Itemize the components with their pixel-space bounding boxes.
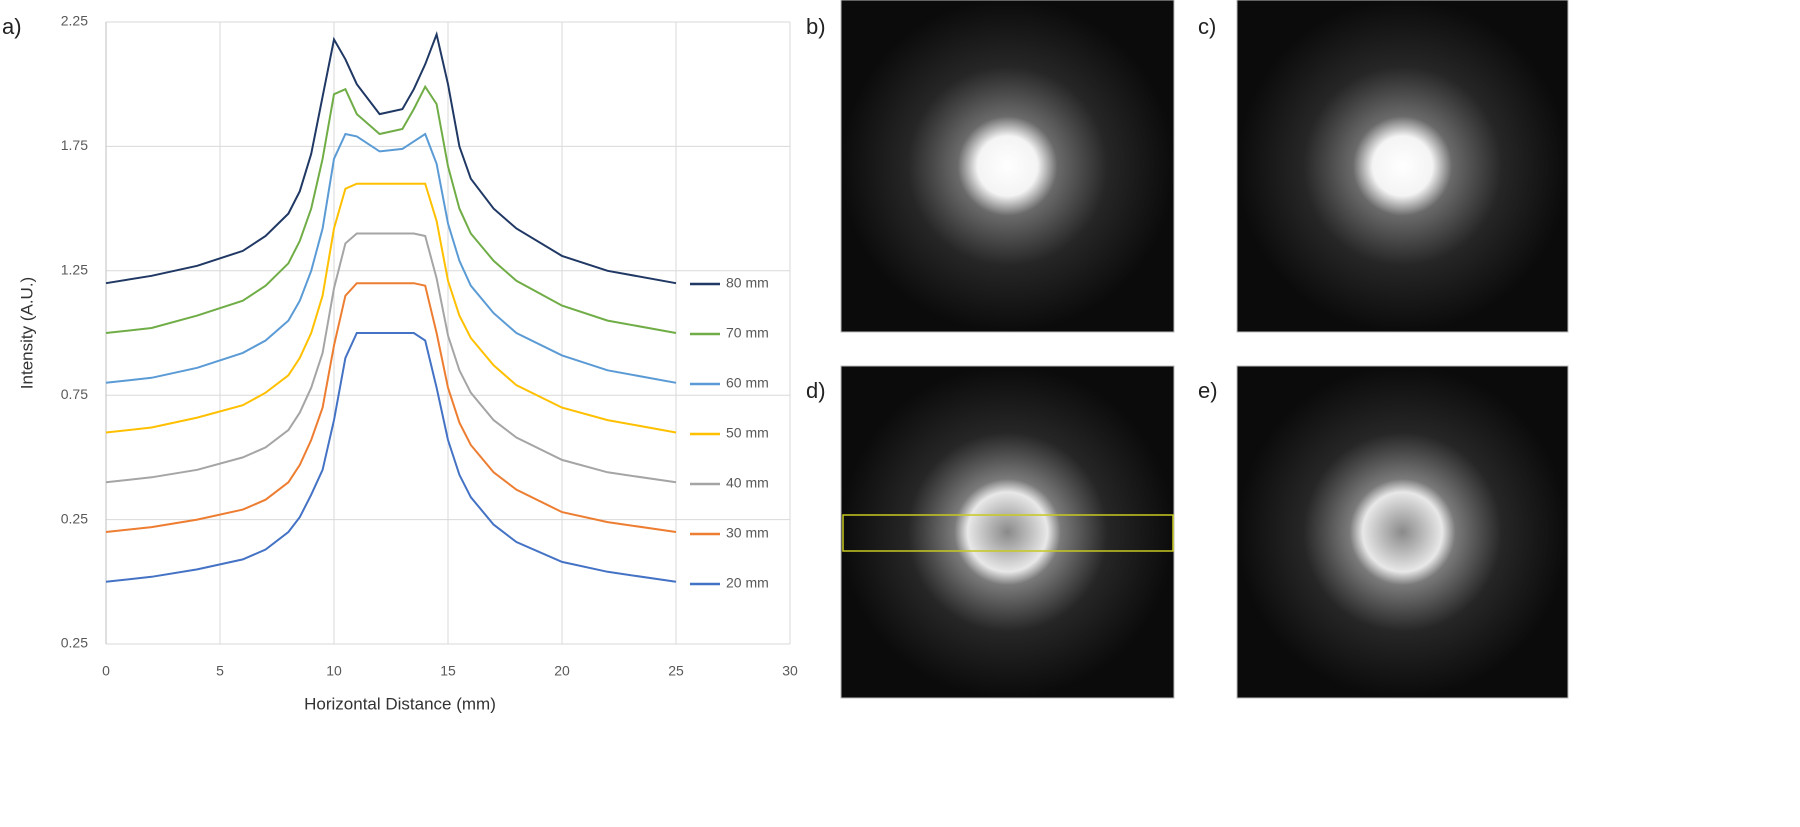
legend-label: 40 mm — [726, 475, 769, 491]
y-tick-label: 1.25 — [61, 262, 88, 278]
panel-label: a) — [2, 14, 22, 39]
y-tick-label: 2.25 — [61, 13, 88, 29]
x-axis-label: Horizontal Distance (mm) — [304, 694, 496, 713]
x-tick-label: 0 — [102, 663, 110, 679]
data-line — [105, 84, 677, 334]
beam-image — [1236, 0, 1569, 333]
x-tick-label: 5 — [216, 663, 224, 679]
legend-label: 80 mm — [726, 275, 769, 291]
y-axis-label: Intensity (A.U.) — [17, 277, 36, 389]
x-tick-label: 10 — [326, 663, 342, 679]
legend-label: 30 mm — [726, 525, 769, 541]
legend-label: 50 mm — [726, 425, 769, 441]
y-tick-label: 0.25 — [61, 635, 88, 651]
data-line — [105, 182, 677, 434]
panel-label: e) — [1198, 378, 1218, 403]
x-tick-label: 20 — [554, 663, 570, 679]
x-tick-label: 30 — [782, 663, 798, 679]
legend-label: 70 mm — [726, 325, 769, 341]
y-tick-label: 0.25 — [61, 510, 88, 526]
data-line — [105, 332, 677, 583]
legend-label: 20 mm — [726, 575, 769, 591]
beam-image — [1236, 365, 1569, 699]
data-line — [105, 282, 677, 533]
y-tick-label: 0.75 — [61, 386, 88, 402]
selection-box — [842, 514, 1174, 552]
data-line — [105, 30, 677, 285]
x-tick-label: 15 — [440, 663, 456, 679]
beam-image — [840, 0, 1175, 333]
beam-image — [840, 365, 1175, 699]
y-tick-label: 1.75 — [61, 137, 88, 153]
data-line — [105, 132, 677, 384]
data-line — [105, 232, 677, 484]
panel-label: d) — [806, 378, 826, 403]
panel-label: b) — [806, 14, 826, 39]
panel-label: c) — [1198, 14, 1216, 39]
legend-label: 60 mm — [726, 375, 769, 391]
x-tick-label: 25 — [668, 663, 684, 679]
